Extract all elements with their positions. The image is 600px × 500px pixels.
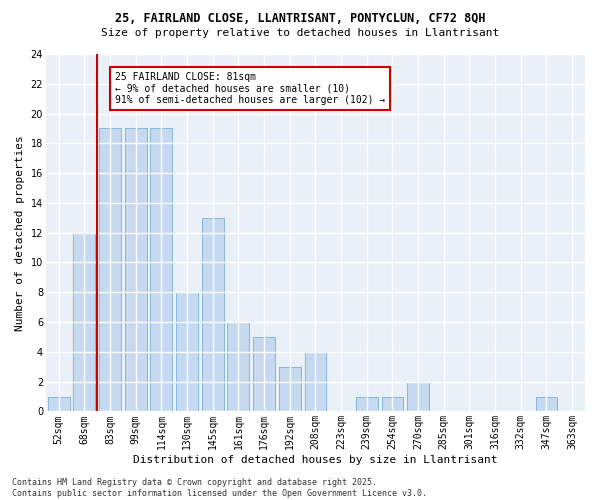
Bar: [151, 128, 172, 412]
Bar: [73, 232, 95, 412]
Bar: [279, 366, 301, 412]
X-axis label: Distribution of detached houses by size in Llantrisant: Distribution of detached houses by size …: [133, 455, 497, 465]
Bar: [382, 396, 403, 411]
Text: 25 FAIRLAND CLOSE: 81sqm
← 9% of detached houses are smaller (10)
91% of semi-de: 25 FAIRLAND CLOSE: 81sqm ← 9% of detache…: [115, 72, 385, 105]
Bar: [536, 396, 557, 411]
Text: Contains HM Land Registry data © Crown copyright and database right 2025.
Contai: Contains HM Land Registry data © Crown c…: [12, 478, 427, 498]
Bar: [202, 218, 224, 412]
Text: 25, FAIRLAND CLOSE, LLANTRISANT, PONTYCLUN, CF72 8QH: 25, FAIRLAND CLOSE, LLANTRISANT, PONTYCL…: [115, 12, 485, 26]
Bar: [407, 382, 429, 412]
Bar: [227, 322, 250, 412]
Bar: [176, 292, 198, 412]
Bar: [125, 128, 146, 412]
Bar: [253, 337, 275, 411]
Bar: [99, 128, 121, 412]
Bar: [305, 352, 326, 412]
Text: Size of property relative to detached houses in Llantrisant: Size of property relative to detached ho…: [101, 28, 499, 38]
Bar: [48, 396, 70, 411]
Y-axis label: Number of detached properties: Number of detached properties: [15, 135, 25, 330]
Bar: [356, 396, 377, 411]
